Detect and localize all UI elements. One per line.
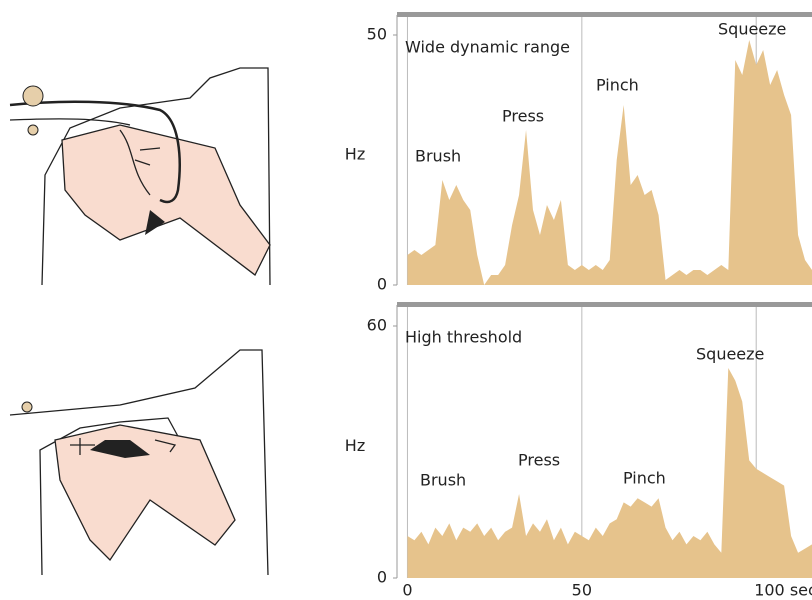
- y-tick-label: 0: [377, 275, 387, 294]
- annotation: Brush: [420, 471, 466, 490]
- annotation: Pinch: [623, 469, 666, 488]
- hand-illustration-bottom: [10, 350, 268, 575]
- annotation: High threshold: [405, 328, 522, 347]
- annotation: Press: [518, 451, 560, 470]
- x-tick-label: 50: [572, 581, 592, 600]
- y-tick-label: 50: [367, 25, 387, 44]
- annotation: Press: [502, 107, 544, 126]
- y-axis-label: Hz: [345, 145, 365, 164]
- annotation: Pinch: [596, 76, 639, 95]
- panel-top-bar: [397, 302, 812, 307]
- annotation: Squeeze: [718, 20, 786, 39]
- panel-top-bar: [397, 12, 812, 17]
- x-tick-label: 100 sec: [754, 581, 812, 600]
- y-tick-label: 0: [377, 568, 387, 587]
- figure: 0 50 Hz Wide dynamic range Brush Press Pinch Sq…: [0, 0, 812, 600]
- hand-illustration-top: [10, 68, 270, 285]
- annotation: Brush: [415, 147, 461, 166]
- annotation: Wide dynamic range: [405, 38, 570, 57]
- annotation: Squeeze: [696, 345, 764, 364]
- y-axis-label: Hz: [345, 436, 365, 455]
- x-tick-label: 0: [402, 581, 412, 600]
- y-tick-label: 60: [367, 316, 387, 335]
- area: [407, 368, 812, 578]
